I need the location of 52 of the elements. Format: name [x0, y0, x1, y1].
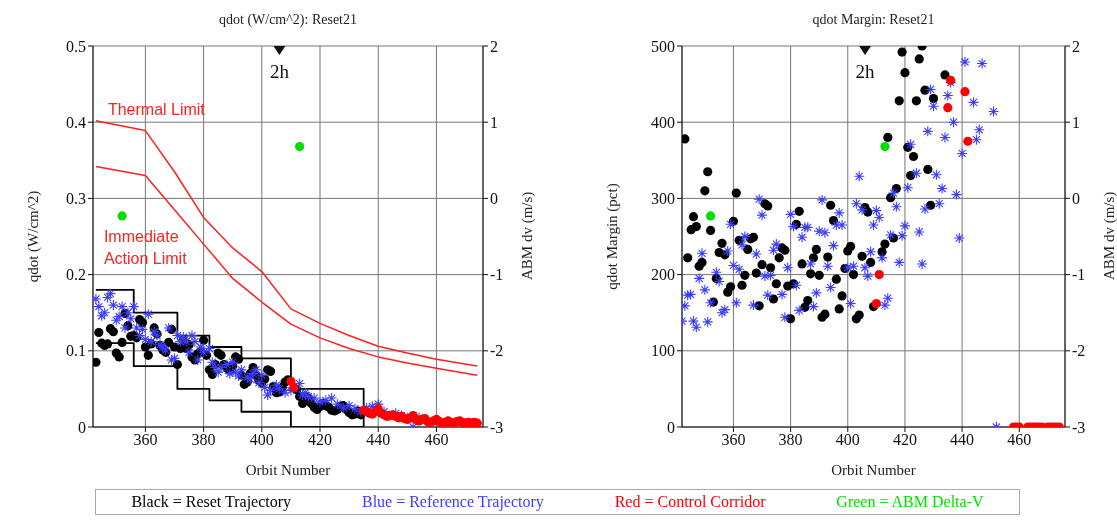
y-tick-label: 0.4	[66, 113, 86, 131]
text: Red = Control Corridor	[614, 493, 766, 511]
y2-tick-label: 2	[1072, 37, 1080, 55]
y2-tick-label: 1	[1072, 113, 1080, 131]
x-tick-label: 400	[835, 431, 860, 449]
text: Green = ABM Delta-V	[836, 493, 984, 511]
y2-tick-label: 2	[490, 37, 498, 55]
series-label: Thermal Limit	[107, 100, 206, 118]
y-tick-label: 100	[651, 342, 675, 360]
y-tick-label: 0.2	[66, 266, 86, 284]
x-axis-title: Orbit Number	[245, 462, 331, 478]
y-tick-label: 500	[651, 37, 675, 55]
y2-tick-label: 0	[490, 190, 498, 208]
y2-tick-label: -3	[1072, 418, 1086, 436]
y2-tick-label: -1	[1072, 266, 1086, 284]
x-tick-label: 440	[366, 431, 391, 449]
y-tick-label: 0	[78, 418, 86, 436]
y-tick-label: 0.1	[66, 342, 86, 360]
y2-tick-label: 0	[1072, 190, 1080, 208]
x-tick-label: 420	[308, 431, 333, 449]
y-tick-label: 400	[651, 113, 675, 131]
y2-axis-title: ABM dv (m/s)	[519, 190, 536, 283]
x-tick-label: 380	[191, 431, 216, 449]
y-tick-label: 200	[651, 266, 675, 284]
x-tick-label: 460	[1007, 431, 1032, 449]
y-axis-title: qdot Margin (pct)	[604, 183, 622, 290]
y2-tick-label: -1	[490, 266, 504, 284]
y2-tick-label: -2	[490, 342, 504, 360]
x-tick-label: 400	[249, 431, 274, 449]
y-axis-title: qdot (W/cm^2)	[25, 190, 43, 283]
x-tick-label: 440	[950, 431, 975, 449]
x-tick-label: 360	[133, 431, 158, 449]
x-axis-title: Orbit Number	[831, 462, 916, 478]
y2-axis-title: ABM dv (m/s)	[1101, 190, 1117, 283]
x-tick-label: 360	[721, 431, 746, 449]
chart-title: qdot Margin: Reset21	[811, 12, 936, 28]
y2-tick-label: -3	[490, 418, 504, 436]
text: Black = Reset Trajectory	[131, 493, 292, 511]
y-tick-label: 0.3	[66, 190, 86, 208]
y2-tick-label: 1	[490, 113, 498, 131]
y-tick-label: 0.5	[66, 37, 86, 55]
annotation: 2h	[855, 61, 876, 82]
annotation: 2h	[269, 61, 290, 82]
y-tick-label: 0	[667, 418, 675, 436]
text: Blue = Reference Trajectory	[361, 493, 544, 511]
x-tick-label: 420	[892, 431, 917, 449]
y-tick-label: 300	[651, 190, 675, 208]
series-label: Immediate Action Limit	[103, 228, 188, 268]
x-tick-label: 460	[424, 431, 449, 449]
chart-title: qdot (W/cm^2): Reset21	[218, 12, 358, 28]
x-tick-label: 380	[778, 431, 803, 449]
y2-tick-label: -2	[1072, 342, 1086, 360]
